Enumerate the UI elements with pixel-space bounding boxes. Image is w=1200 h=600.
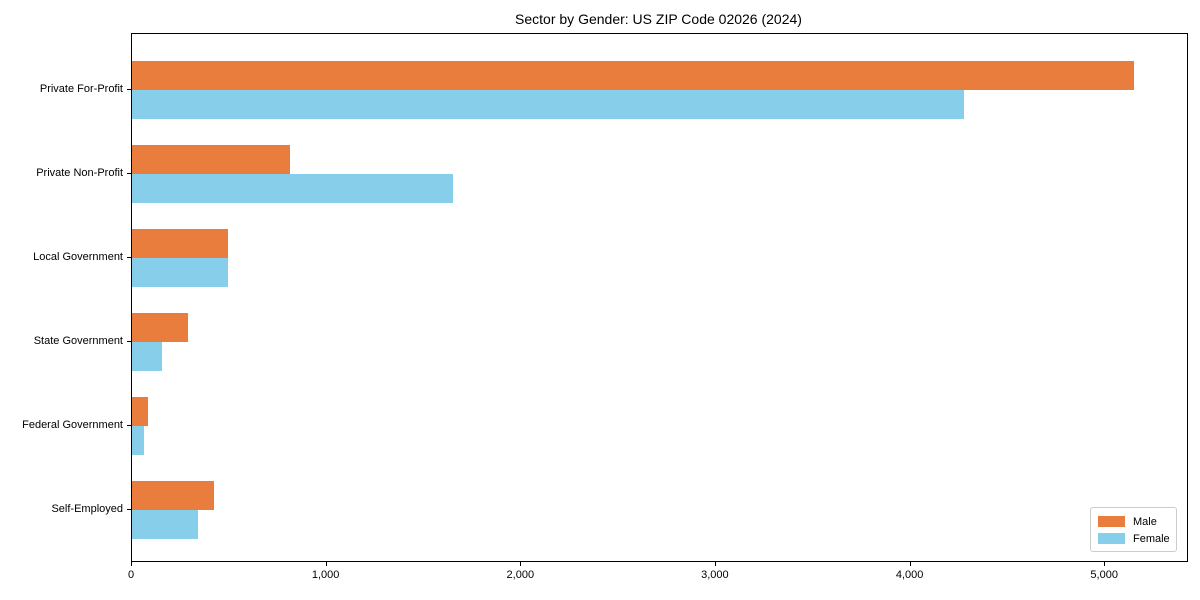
x-tick-4-000 <box>909 562 911 566</box>
x-tick-label-1-000: 1,000 <box>311 569 340 581</box>
bar-female-state-government <box>132 342 163 371</box>
x-tick-2-000 <box>520 562 522 566</box>
y-tick-federal-government <box>127 425 131 426</box>
x-tick-label-3-000: 3,000 <box>701 569 729 581</box>
x-tick-1-000 <box>325 562 327 566</box>
legend-entry-female: Female <box>1098 530 1176 547</box>
y-tick-self-employed <box>127 509 131 510</box>
legend-entry-male: Male <box>1098 513 1176 530</box>
bar-female-private-for-profit <box>132 90 965 119</box>
x-tick-label-0: 0 <box>127 569 135 581</box>
x-tick-label-5-000: 5,000 <box>1090 569 1118 581</box>
bar-male-self-employed <box>132 481 214 510</box>
x-tick-label-2-000: 2,000 <box>506 569 535 581</box>
y-axis-label-federal-government: Federal Government <box>22 419 123 431</box>
bar-female-self-employed <box>132 510 199 539</box>
bar-male-private-non-profit <box>132 145 290 174</box>
legend-swatch-male-icon <box>1098 516 1125 527</box>
plot-area <box>131 33 1188 562</box>
x-tick-0 <box>131 562 132 566</box>
x-tick-3-000 <box>714 562 716 566</box>
y-tick-private-for-profit <box>127 89 131 90</box>
y-tick-private-non-profit <box>127 173 131 174</box>
bar-male-state-government <box>132 313 188 342</box>
bar-male-local-government <box>132 229 229 258</box>
legend-label-female: Female <box>1133 532 1170 545</box>
bar-female-local-government <box>132 258 229 287</box>
x-tick-label-4-000: 4,000 <box>895 569 924 581</box>
x-tick-5-000 <box>1104 562 1106 566</box>
legend: Male Female <box>1090 507 1177 552</box>
bar-female-private-non-profit <box>132 174 454 203</box>
y-axis-label-self-employed: Self-Employed <box>51 503 123 515</box>
y-axis-label-local-government: Local Government <box>33 251 123 263</box>
y-axis-label-private-for-profit: Private For-Profit <box>39 83 123 95</box>
y-tick-local-government <box>127 257 131 258</box>
bar-male-federal-government <box>132 397 148 426</box>
legend-swatch-female-icon <box>1098 533 1125 544</box>
legend-label-male: Male <box>1133 515 1157 528</box>
bar-female-federal-government <box>132 426 144 455</box>
bar-male-private-for-profit <box>132 61 1135 90</box>
chart-title: Sector by Gender: US ZIP Code 02026 (202… <box>515 11 802 27</box>
y-axis-label-state-government: State Government <box>33 335 123 347</box>
y-axis-label-private-non-profit: Private Non-Profit <box>36 167 123 179</box>
y-tick-state-government <box>127 341 131 342</box>
